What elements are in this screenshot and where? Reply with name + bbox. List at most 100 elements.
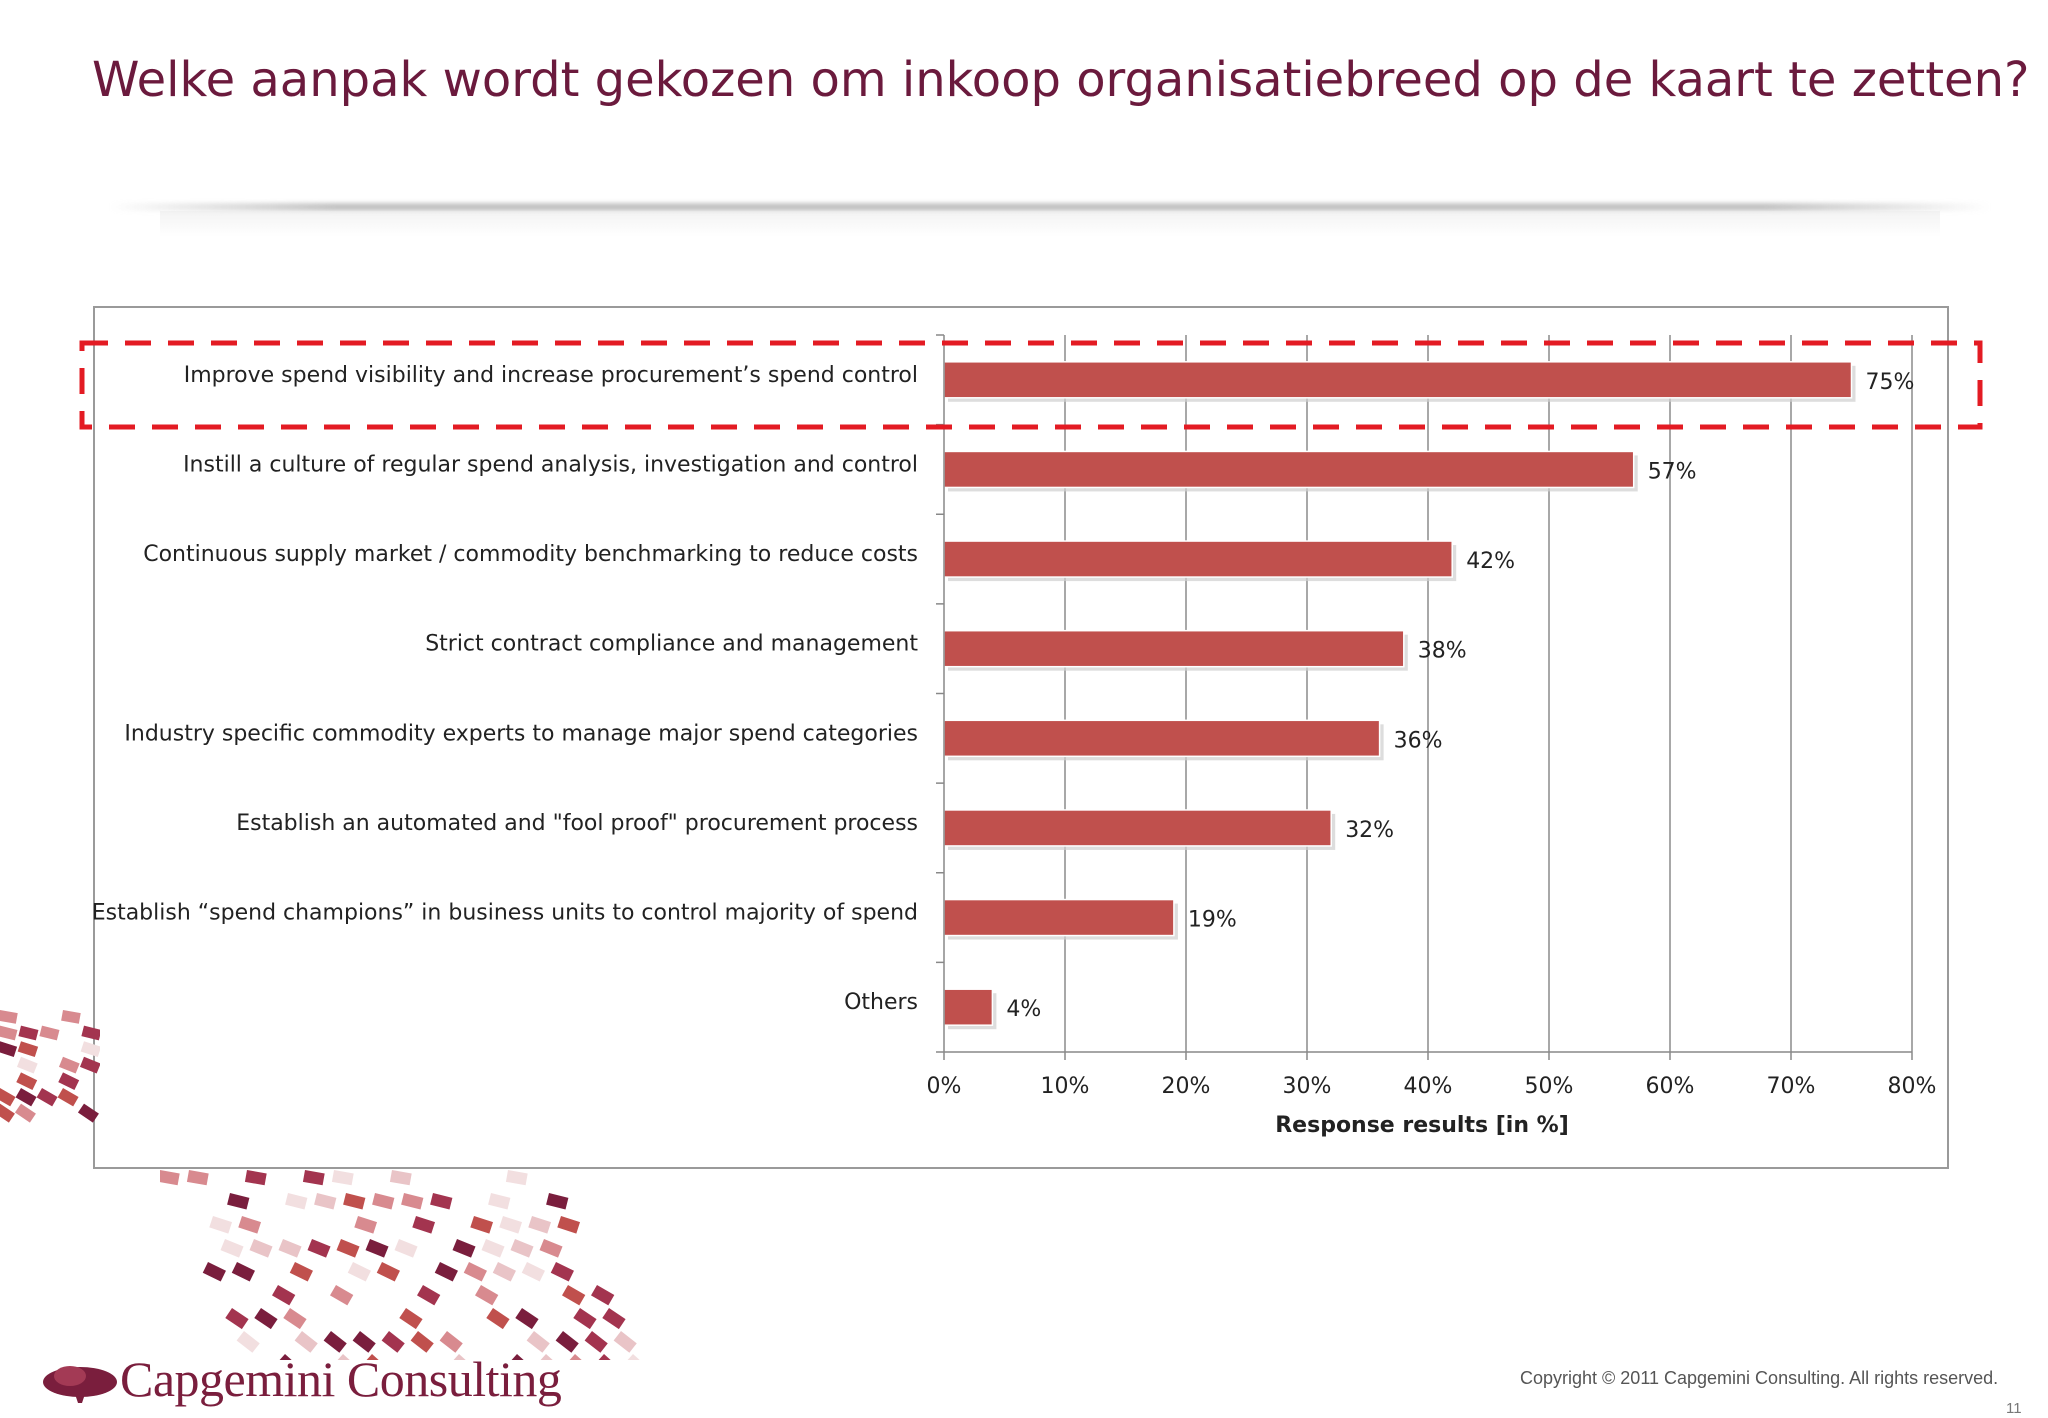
data-label: 42%	[1466, 549, 1515, 574]
decor-square	[272, 1285, 296, 1306]
data-label: 19%	[1188, 908, 1237, 933]
decor-square	[0, 1041, 18, 1058]
category-label: Improve spend visibility and increase pr…	[184, 363, 918, 388]
decor-square	[276, 1354, 300, 1360]
data-label: 4%	[1006, 997, 1041, 1022]
decor-square	[591, 1285, 615, 1306]
decor-square	[389, 1170, 412, 1186]
decor-square	[57, 1088, 79, 1107]
decor-square	[510, 1239, 534, 1258]
decor-square	[573, 1308, 597, 1330]
decor-square	[508, 1354, 532, 1360]
decor-square	[225, 1308, 249, 1330]
x-tick-label: 60%	[1646, 1074, 1695, 1099]
decor-square	[595, 1354, 619, 1360]
decor-square	[16, 1056, 38, 1074]
decor-square	[546, 1193, 569, 1210]
decor-square	[557, 1216, 581, 1234]
decor-square	[602, 1308, 626, 1330]
decor-square	[537, 1354, 561, 1360]
decor-square	[17, 1041, 39, 1058]
decor-square	[15, 1088, 37, 1107]
bar	[943, 540, 1453, 578]
x-tick-label: 40%	[1404, 1074, 1453, 1099]
decor-square	[550, 1262, 574, 1282]
category-label: Industry specific commodity experts to m…	[124, 721, 918, 746]
decor-square	[330, 1285, 354, 1306]
decor-square	[14, 1103, 36, 1123]
data-label: 57%	[1648, 459, 1697, 484]
decor-square	[521, 1262, 545, 1282]
decor-square	[347, 1262, 371, 1282]
decor-square	[434, 1262, 458, 1282]
page-number: 11	[2006, 1400, 2022, 1417]
x-tick-label: 0%	[927, 1074, 962, 1099]
decor-square	[39, 1025, 60, 1041]
decor-square	[470, 1216, 494, 1234]
decor-square	[77, 1103, 99, 1123]
decor-square	[81, 1025, 100, 1041]
bar	[943, 629, 1405, 668]
bar	[943, 361, 1853, 399]
decor-square	[401, 1193, 424, 1210]
data-label: 32%	[1345, 818, 1394, 843]
decor-square	[58, 1072, 80, 1090]
decor-square	[505, 1170, 528, 1186]
category-label: Instill a culture of regular spend analy…	[183, 452, 918, 477]
decor-square	[80, 1041, 100, 1058]
decorative-squares-bottom	[160, 1170, 640, 1360]
decor-square	[289, 1262, 313, 1282]
data-label: 75%	[1866, 370, 1915, 395]
decor-square	[209, 1215, 233, 1234]
axis-layer: 0% 10% 20% 30% 40% 50% 60% 70% 80%	[927, 334, 1936, 1099]
decor-square	[307, 1238, 331, 1258]
decor-square	[412, 1215, 436, 1234]
decor-square	[323, 1331, 347, 1353]
decor-square	[331, 1170, 354, 1186]
decor-square	[481, 1239, 505, 1258]
decor-square	[381, 1331, 405, 1353]
decor-square	[0, 1010, 18, 1024]
decor-square	[372, 1193, 395, 1210]
decor-square	[624, 1354, 640, 1360]
decor-square	[244, 1170, 267, 1186]
decor-square	[515, 1308, 539, 1330]
capgemini-logo-icon	[43, 1366, 117, 1403]
decor-square	[0, 1025, 18, 1041]
decor-square	[365, 1239, 389, 1258]
decor-square	[450, 1354, 474, 1360]
highlight-box	[79, 340, 1983, 430]
bar-layer	[943, 361, 1856, 1030]
decor-square	[492, 1262, 516, 1282]
decor-square	[528, 1216, 552, 1234]
decor-square	[186, 1170, 209, 1186]
category-label: Strict contract compliance and managemen…	[425, 632, 918, 657]
decor-square	[566, 1354, 590, 1360]
decor-square	[526, 1331, 550, 1353]
decor-square	[499, 1216, 523, 1234]
decor-square	[0, 1103, 15, 1123]
decor-square	[238, 1216, 262, 1234]
category-label: Others	[844, 990, 918, 1015]
category-label: Continuous supply market / commodity ben…	[143, 542, 918, 567]
decor-square	[61, 1010, 81, 1024]
decor-square	[430, 1193, 453, 1210]
decor-square	[486, 1308, 510, 1330]
bar	[943, 898, 1175, 937]
x-axis-title: Response results [in %]	[1275, 1113, 1569, 1138]
decor-square	[79, 1056, 100, 1074]
decor-square	[334, 1354, 358, 1360]
grid-layer	[1064, 335, 1913, 1052]
decor-square	[352, 1331, 376, 1353]
decor-square	[555, 1331, 579, 1353]
title-divider	[110, 203, 1990, 211]
decor-square	[283, 1308, 307, 1330]
decor-square	[417, 1285, 441, 1306]
slide-title: Welke aanpak wordt gekozen om inkoop org…	[92, 52, 2030, 108]
copyright-notice: Copyright © 2011 Capgemini Consulting. A…	[1520, 1368, 1999, 1388]
decor-square	[236, 1331, 260, 1353]
data-label: 38%	[1418, 639, 1467, 664]
decor-square	[18, 1025, 39, 1041]
decor-square	[36, 1088, 58, 1107]
